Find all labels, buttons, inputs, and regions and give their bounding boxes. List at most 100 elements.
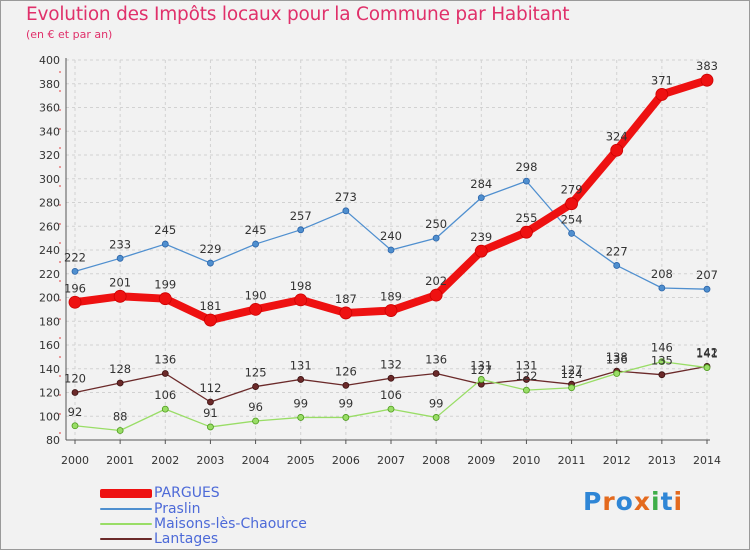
logo-letter: o (615, 487, 634, 516)
data-point (252, 240, 259, 248)
data-point (387, 405, 395, 413)
data-point (249, 302, 262, 316)
data-label: 279 (561, 183, 583, 197)
data-label: 227 (606, 244, 628, 258)
data-point (432, 234, 440, 242)
data-label: 136 (606, 353, 628, 367)
data-label: 208 (651, 267, 673, 281)
data-label: 125 (245, 366, 267, 380)
logo-letter: r (602, 487, 616, 516)
data-label: 181 (199, 299, 221, 313)
data-point (658, 284, 666, 292)
data-label: 383 (696, 59, 718, 73)
y-tick-label: 260 (39, 220, 60, 233)
data-label: 250 (425, 217, 447, 231)
data-label: 99 (293, 396, 308, 410)
y-tick-label: 280 (39, 197, 60, 210)
logo-letter: i (673, 487, 684, 516)
data-label: 198 (290, 279, 312, 293)
y-tick-label: 320 (39, 149, 60, 162)
data-label: 136 (154, 353, 176, 367)
x-tick-label: 2004 (242, 454, 270, 467)
data-point (342, 414, 350, 421)
data-label: 324 (606, 129, 628, 143)
y-tick-label: 400 (39, 54, 60, 67)
data-point (297, 226, 305, 234)
data-point (658, 358, 666, 366)
data-label: 127 (561, 363, 583, 377)
data-point (387, 246, 395, 254)
x-tick-label: 2014 (693, 454, 721, 467)
data-label: 106 (380, 388, 402, 402)
legend-label: Maisons-lès-Chaource (154, 516, 307, 532)
data-label: 146 (651, 341, 673, 355)
legend-item: Praslin (100, 502, 200, 516)
x-tick-label: 2001 (106, 454, 134, 467)
data-point (71, 422, 79, 430)
y-tick-label: 100 (39, 410, 60, 423)
data-point (703, 285, 711, 293)
logo-letter: t (660, 487, 674, 516)
data-label: 245 (154, 223, 176, 237)
data-point (339, 306, 353, 320)
data-label: 199 (154, 278, 176, 292)
data-point (474, 244, 488, 258)
data-point (610, 143, 624, 157)
x-tick-label: 2000 (61, 454, 89, 467)
data-point (342, 381, 350, 389)
data-label: 132 (380, 357, 402, 371)
data-label: 120 (64, 372, 86, 386)
data-label: 201 (109, 275, 131, 289)
data-point (116, 379, 124, 387)
x-tick-label: 2011 (558, 454, 586, 467)
data-label: 189 (380, 290, 402, 304)
data-point (568, 384, 575, 392)
x-tick-label: 2006 (332, 454, 360, 467)
data-label: 138 (606, 350, 628, 364)
y-tick-label: 200 (39, 292, 60, 305)
data-point (384, 304, 398, 317)
data-label: 131 (470, 358, 492, 372)
data-label: 239 (470, 230, 492, 244)
data-label: 187 (335, 292, 357, 306)
data-point (161, 405, 169, 413)
data-label: 136 (425, 353, 447, 367)
data-point (252, 383, 259, 390)
data-point (523, 386, 530, 394)
data-point (342, 207, 350, 215)
data-point (252, 417, 259, 425)
data-point (565, 197, 578, 211)
y-tick-label: 380 (39, 78, 60, 91)
proxiti-logo: Proxiti (583, 487, 683, 516)
data-label: 106 (154, 388, 176, 402)
data-label: 99 (429, 396, 444, 410)
data-point (207, 259, 214, 267)
logo-letter: P (583, 487, 603, 516)
data-label: 122 (515, 369, 537, 383)
data-label: 96 (248, 400, 263, 414)
data-point (294, 293, 308, 307)
x-tick-label: 2002 (151, 454, 179, 467)
data-label: 255 (515, 211, 537, 225)
data-label: 99 (339, 396, 354, 410)
legend-item: PARGUES (100, 486, 220, 500)
y-tick-label: 240 (39, 244, 60, 257)
data-label: 135 (651, 354, 673, 368)
logo-letter: i (651, 487, 661, 516)
data-point (161, 370, 169, 377)
data-label: 233 (109, 237, 131, 251)
logo-letter: x (633, 487, 651, 516)
data-point (297, 414, 305, 421)
y-tick-label: 340 (39, 125, 60, 138)
axes: 80 100 120 140 160 180 200 220 240 260 280 300 320 34… (39, 54, 721, 467)
x-tick-label: 2010 (512, 454, 540, 467)
data-point (520, 225, 533, 239)
data-label: 254 (561, 212, 583, 226)
data-point (658, 371, 666, 379)
data-point (68, 295, 82, 309)
data-point (161, 240, 169, 248)
data-label: 112 (199, 381, 221, 395)
grid (66, 59, 708, 441)
x-tick-label: 2003 (196, 454, 224, 467)
data-point (387, 374, 395, 382)
